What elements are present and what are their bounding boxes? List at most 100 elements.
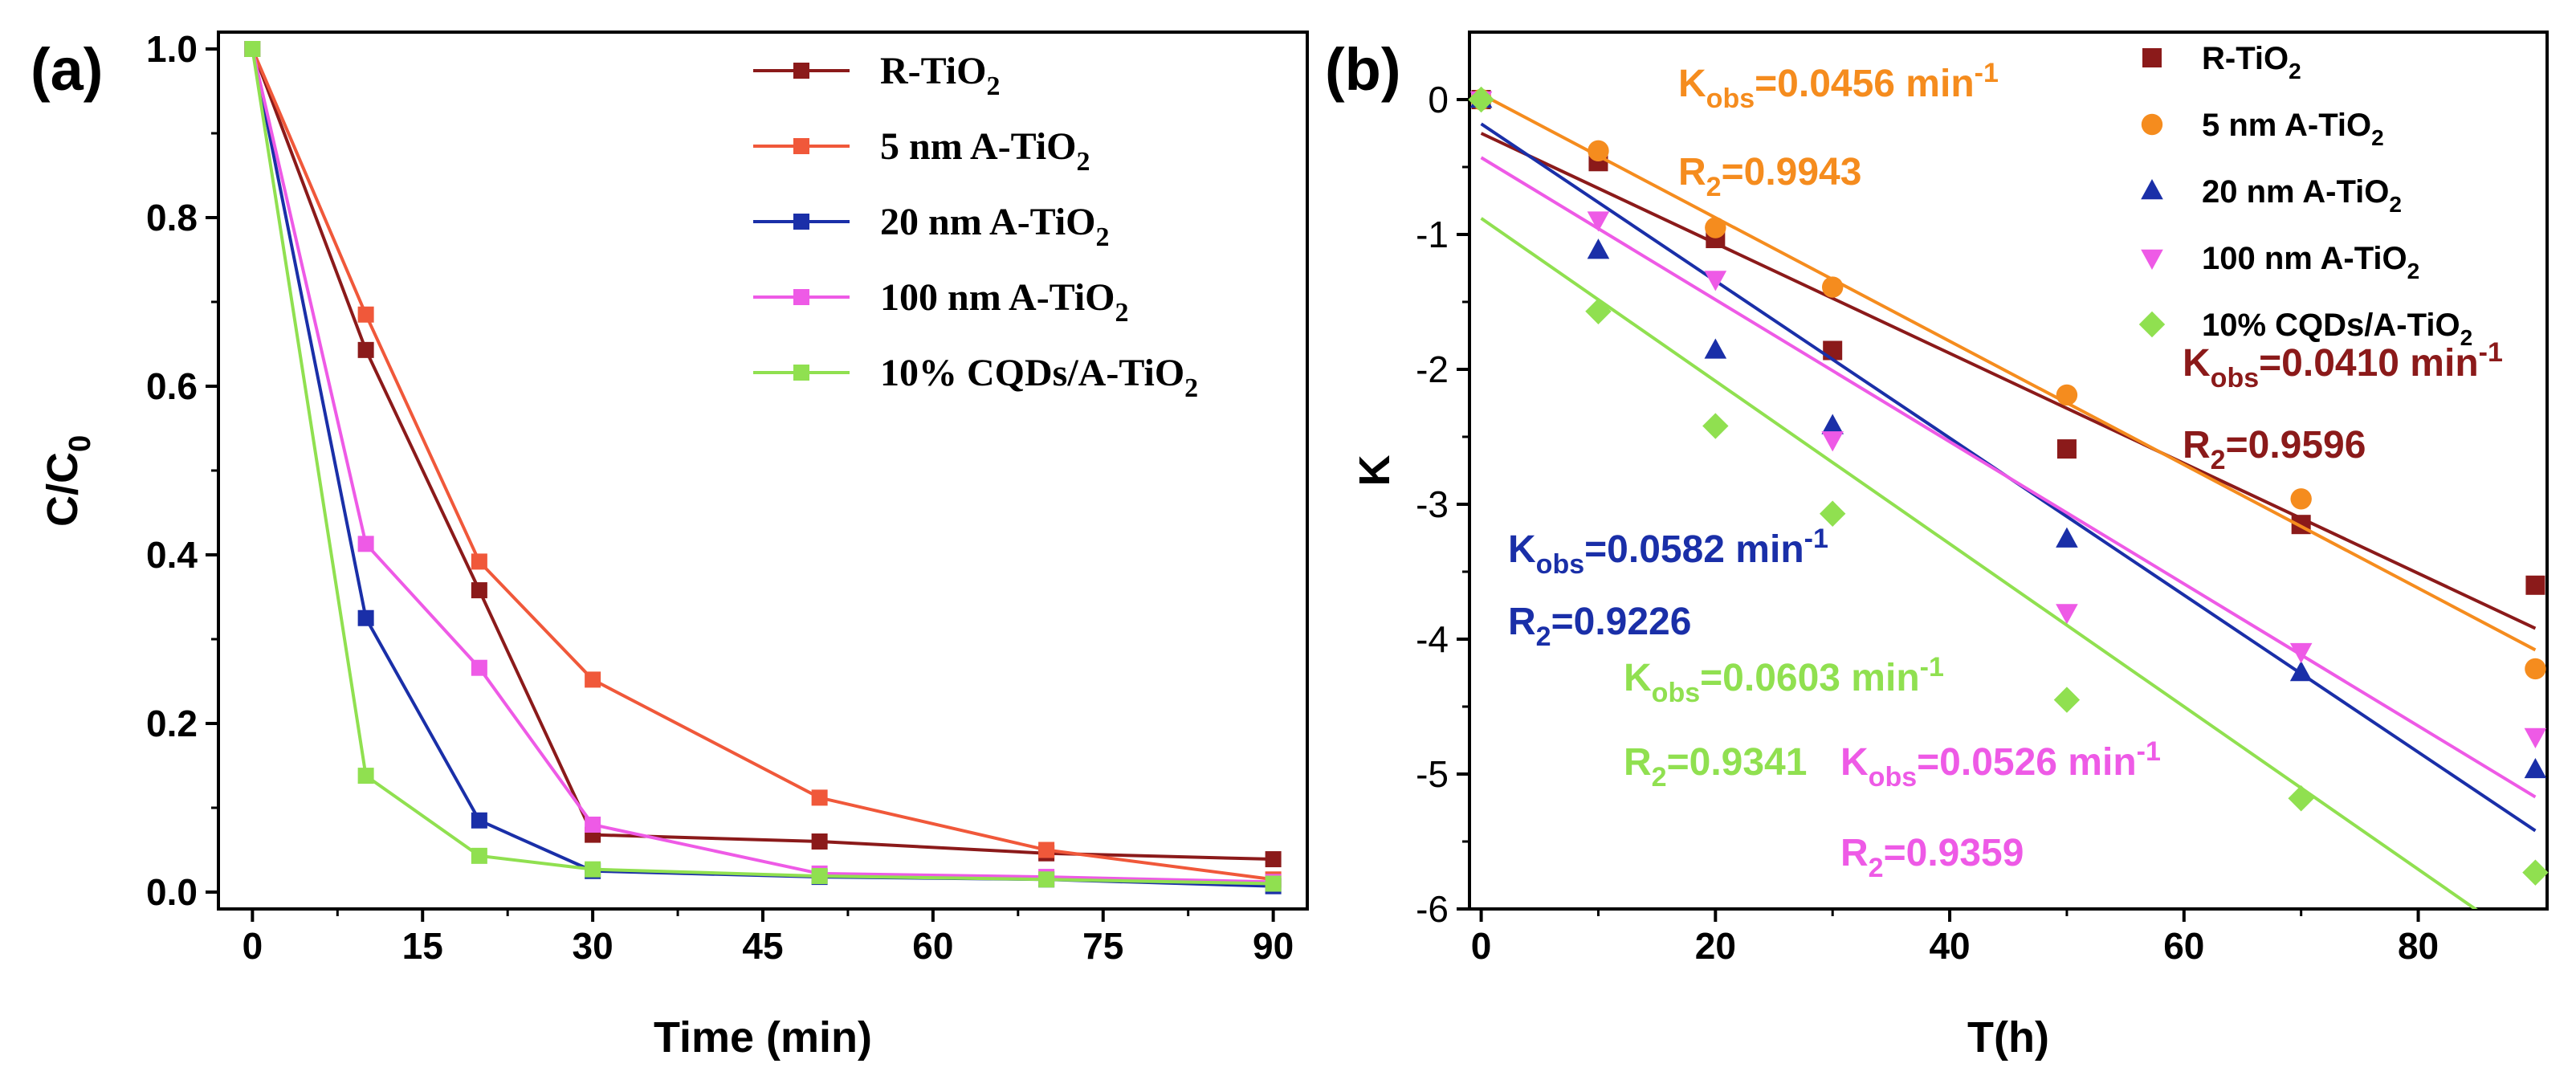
data-point [357, 306, 374, 323]
data-point [357, 536, 374, 552]
y-tick-label: -5 [1416, 753, 1449, 795]
data-point [357, 609, 374, 626]
panel-label-b: (b) [1325, 36, 1401, 103]
data-point [1587, 211, 1610, 232]
legend-b: R-TiO2 5 nm A-TiO2 20 nm A-TiO2 100 nm A-Ti… [2138, 41, 2472, 350]
series-b-4 [1468, 86, 2549, 909]
annotation-k-20nm: Kobs=0.0582 min-1 R2=0.9226 [1508, 524, 1828, 652]
chart-a: 0 15 30 45 60 75 90 0.0 0.2 0.4 0.6 0.8 1.0 R-TiO2 5 n… [31, 28, 1309, 1062]
series-line [251, 48, 1274, 862]
legend-a: R-TiO2 5 nm A-TiO2 20 nm A-TiO2 100 nm A-Ti… [753, 50, 1198, 403]
legend-label: R-TiO2 [2202, 41, 2301, 84]
x-tick-label: 0 [1471, 925, 1492, 967]
y-tick-label: 1.0 [146, 28, 198, 70]
data-point [811, 833, 828, 850]
data-point [1704, 338, 1727, 359]
x-axis-title: T(h) [1967, 1013, 2049, 1062]
x-tick-label: 80 [2398, 925, 2439, 967]
data-point [2056, 439, 2077, 459]
data-point [2056, 604, 2078, 625]
legend-label: 100 nm A-TiO2 [880, 276, 1129, 328]
data-point [1821, 431, 1844, 452]
data-point [585, 671, 601, 688]
x-tick-label: 60 [912, 925, 953, 967]
legend-label: 5 nm A-TiO2 [2202, 108, 2384, 150]
k-obs-label: Kobs=0.0603 min-1 [1624, 652, 1944, 708]
y-tick-label: 0 [1428, 79, 1449, 120]
data-point [1823, 340, 1843, 361]
legend-marker [793, 365, 809, 381]
annotation-k-r: Kobs=0.0410 min-1 R2=0.9596 [2183, 337, 2503, 475]
y-tick-label: 0.0 [146, 871, 198, 913]
r-squared-label: R2=0.9226 [1508, 601, 1691, 652]
data-point [471, 659, 487, 676]
data-point [471, 812, 487, 829]
data-point [1704, 271, 1727, 291]
annotation-k-5nm: Kobs=0.0456 min-1 R2=0.9943 [1678, 58, 1999, 202]
data-point [1468, 86, 1494, 113]
x-tick-label: 40 [1929, 925, 1970, 967]
r-squared-label: R2=0.9341 [1624, 741, 1807, 793]
plot-frame [1468, 31, 2549, 911]
data-point [1265, 851, 1282, 868]
y-tick-label: -4 [1416, 618, 1449, 660]
data-point [244, 41, 261, 57]
x-tick-label: 15 [402, 925, 443, 967]
data-point [2053, 687, 2081, 713]
data-point [1585, 298, 1612, 324]
fit-line [1480, 217, 2478, 909]
y-axis-title: K [1351, 455, 1399, 487]
r-squared-label: R2=0.9943 [1678, 151, 1861, 202]
data-point [471, 582, 487, 599]
legend-marker [2141, 113, 2163, 136]
r-squared-label: R2=0.9596 [2183, 424, 2366, 475]
series-line [251, 48, 1274, 884]
data-point [1038, 842, 1055, 858]
x-tick-label: 0 [243, 925, 263, 967]
legend-marker [2141, 249, 2163, 270]
y-tick-label: 0.8 [146, 197, 198, 238]
y-tick-label: 0.6 [146, 365, 198, 407]
r-squared-label: R2=0.9359 [1840, 832, 2024, 883]
data-point [585, 861, 601, 878]
y-tick-label: -3 [1416, 483, 1449, 525]
legend-label: 10% CQDs/A-TiO2 [880, 352, 1198, 403]
data-point [1265, 875, 1282, 892]
fit-line [1480, 156, 2537, 799]
data-point [1821, 414, 1844, 434]
legend-label: 20 nm A-TiO2 [2202, 174, 2402, 217]
legend-marker [793, 214, 809, 230]
legend-label: 20 nm A-TiO2 [880, 201, 1110, 252]
fit-line [1480, 92, 2537, 652]
data-point [2288, 785, 2314, 812]
x-axis-title: Time (min) [654, 1013, 872, 1062]
legend-marker [2138, 311, 2166, 338]
legend-label: 10% CQDs/A-TiO2 [2202, 308, 2472, 350]
series-a-2 [244, 41, 1282, 895]
data-point [1705, 217, 1726, 238]
data-point [585, 817, 601, 833]
legend-marker [793, 63, 809, 79]
fit-line [1480, 132, 2537, 630]
data-point [2056, 527, 2078, 548]
x-tick-label: 30 [573, 925, 613, 967]
y-tick-label: -6 [1416, 888, 1449, 930]
series-line [251, 48, 1274, 886]
data-point [1038, 871, 1055, 888]
y-axis-title: C/C0 [39, 435, 97, 527]
data-point [1819, 500, 1846, 527]
data-point [811, 868, 828, 885]
x-tick-label: 45 [742, 925, 783, 967]
data-point [2290, 488, 2312, 510]
y-tick-label: -2 [1416, 348, 1449, 390]
data-point [2522, 859, 2549, 886]
legend-label: 5 nm A-TiO2 [880, 125, 1090, 177]
data-point [1587, 238, 1610, 259]
y-tick-label: 0.4 [146, 534, 198, 576]
series-a-1 [244, 41, 1282, 888]
data-point [2524, 727, 2547, 748]
data-point [2289, 661, 2313, 682]
data-point [1588, 140, 1609, 162]
data-point [1702, 413, 1729, 439]
